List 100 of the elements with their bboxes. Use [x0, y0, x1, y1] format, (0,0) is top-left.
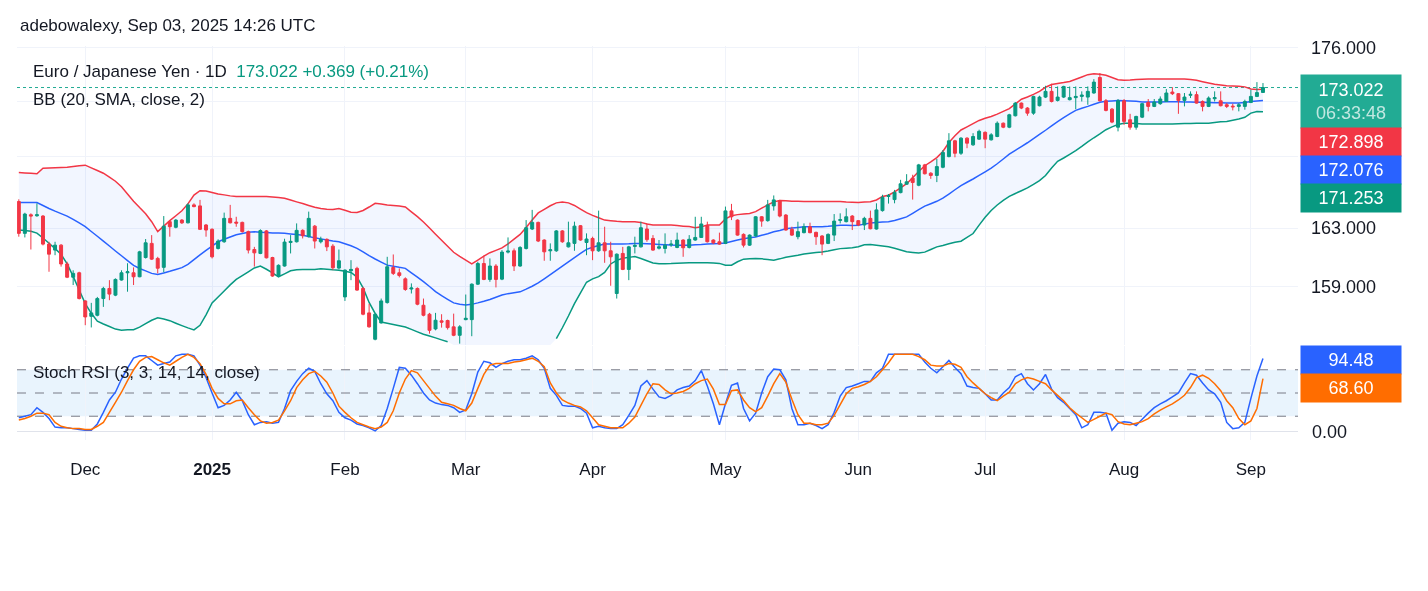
- candlestick: [1134, 115, 1139, 131]
- candlestick: [47, 241, 51, 273]
- candlestick: [1230, 103, 1235, 111]
- candlestick: [403, 276, 408, 292]
- candlestick: [753, 215, 758, 238]
- candlestick: [28, 212, 33, 250]
- candlestick: [650, 234, 655, 252]
- text: 68.60: [1328, 378, 1374, 398]
- candlestick: [777, 199, 782, 218]
- text: 94.48: [1328, 350, 1374, 370]
- candlestick: [765, 199, 770, 223]
- candlestick: [868, 210, 873, 230]
- candlestick: [487, 257, 492, 283]
- candlestick: [131, 266, 136, 286]
- candlestick: [1164, 88, 1169, 103]
- candlestick: [1182, 92, 1187, 107]
- candlestick: [644, 222, 649, 243]
- x-tick-label: Feb: [330, 460, 360, 479]
- candlestick: [361, 286, 366, 316]
- x-tick-label: Mar: [451, 460, 481, 479]
- candlestick: [1007, 113, 1012, 129]
- candlestick: [614, 252, 619, 300]
- candlestick: [995, 120, 1000, 138]
- candlestick: [506, 236, 510, 254]
- candlestick: [457, 324, 462, 345]
- candlestick: [1001, 122, 1006, 129]
- candlestick: [687, 234, 692, 249]
- candlestick: [65, 261, 70, 279]
- y-tick-label: 163.000: [1311, 218, 1377, 239]
- candlestick: [747, 233, 752, 247]
- candlestick: [663, 232, 668, 254]
- candlestick: [385, 256, 390, 305]
- candlestick: [699, 216, 704, 239]
- candlestick: [783, 213, 788, 232]
- text: Euro / Japanese Yen · 1D: [33, 62, 227, 81]
- candlestick: [59, 243, 64, 268]
- candlestick: [222, 212, 227, 244]
- candlestick: [578, 224, 583, 242]
- candlestick: [1055, 85, 1060, 102]
- candlestick: [34, 202, 39, 218]
- candlestick: [548, 242, 553, 262]
- candlestick: [560, 229, 565, 244]
- candlestick: [693, 216, 698, 242]
- candlestick: [1254, 81, 1259, 98]
- x-tick-label: Apr: [579, 460, 607, 479]
- candlestick: [451, 313, 456, 337]
- candlestick: [554, 229, 559, 253]
- text: 172.076: [1318, 160, 1384, 180]
- candlestick: [1236, 102, 1241, 112]
- candlestick: [584, 232, 589, 256]
- candlestick: [83, 299, 88, 326]
- candlestick: [542, 238, 547, 262]
- candlestick: [512, 247, 517, 272]
- text: 173.022 +0.369 (+0.21%): [236, 62, 430, 81]
- candlestick: [1013, 101, 1018, 117]
- candlestick: [771, 194, 776, 212]
- candlestick: [40, 214, 45, 246]
- candlestick: [294, 222, 299, 244]
- candlestick: [349, 259, 353, 281]
- candlestick: [657, 239, 661, 250]
- text: 172.898: [1318, 132, 1384, 152]
- candlestick: [306, 211, 311, 238]
- candlestick: [475, 261, 480, 286]
- candlestick: [149, 234, 154, 261]
- candlestick: [173, 218, 178, 229]
- candlestick: [179, 218, 184, 225]
- candlestick: [342, 268, 347, 302]
- candlestick: [1242, 99, 1247, 111]
- x-tick-label: Aug: [1108, 460, 1140, 479]
- candlestick: [838, 212, 843, 224]
- candlestick: [463, 294, 468, 321]
- candlestick: [620, 246, 625, 271]
- candlestick: [789, 226, 794, 237]
- candlestick: [204, 223, 209, 238]
- candlestick: [940, 149, 945, 169]
- y-tick-label: 159.000: [1311, 276, 1377, 297]
- candlestick: [675, 232, 680, 249]
- candlestick: [965, 136, 970, 149]
- candlestick: [928, 172, 933, 180]
- candlestick: [415, 286, 420, 306]
- candlestick: [1091, 78, 1096, 95]
- candlestick: [161, 215, 166, 273]
- candlestick: [669, 239, 674, 248]
- candlestick: [934, 158, 939, 183]
- candlestick: [983, 130, 988, 149]
- candlestick: [759, 215, 764, 228]
- text: 0.00: [1312, 422, 1348, 442]
- candlestick: [391, 253, 396, 276]
- ref-line-label: 173.022: [1318, 79, 1384, 100]
- candlestick: [228, 204, 233, 224]
- candlestick: [1158, 95, 1163, 106]
- candlestick: [1206, 95, 1211, 108]
- candlestick: [234, 216, 239, 228]
- annotation: BB (20, SMA, close, 2): [33, 90, 205, 109]
- candlestick: [922, 163, 927, 175]
- candlestick: [536, 221, 541, 243]
- candlestick: [904, 173, 909, 185]
- candlestick: [795, 221, 800, 240]
- candlestick: [590, 236, 595, 261]
- candlestick: [1140, 102, 1145, 119]
